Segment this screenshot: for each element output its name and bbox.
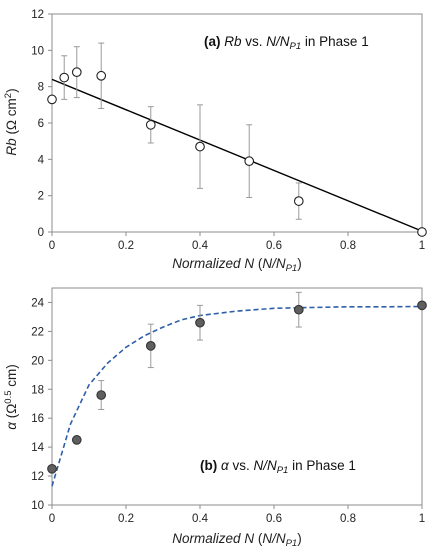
panel-a-annotation: (a) Rb vs. N/NP1 in Phase 1 bbox=[204, 34, 369, 52]
panel-b-x-axis-label: Normalized N (N/NP1) bbox=[172, 531, 301, 549]
panel-b-y-tick-label: 18 bbox=[31, 384, 44, 396]
panel-a-y-tick-label: 0 bbox=[38, 227, 44, 239]
panel-b-annotation: (b) α vs. N/NP1 in Phase 1 bbox=[200, 458, 356, 476]
panel-b-x-tick-label: 0.4 bbox=[192, 513, 209, 525]
panel-b-x-tick-label: 1 bbox=[419, 513, 425, 525]
panel-b-data-point bbox=[417, 300, 427, 311]
panel-a-fit-line bbox=[51, 78, 423, 232]
panel-a-data-point bbox=[244, 156, 255, 166]
panel-a-data-point bbox=[71, 67, 82, 77]
panel-a-x-tick-label: 1 bbox=[419, 240, 425, 252]
panel-a-data-point bbox=[145, 119, 156, 130]
panel-a-data-point bbox=[47, 94, 57, 105]
panel-a-y-tick-label: 10 bbox=[31, 45, 44, 57]
panel-b-x-tick-label: 0.8 bbox=[340, 513, 356, 525]
panel-b-plot-frame bbox=[51, 287, 423, 506]
panel-a-x-tick-label: 0.8 bbox=[340, 240, 356, 252]
panel-a: 0 2 4 6 8 10 12 0 0.2 0.4 0.6 0.8 1 (a) Rb vs. N/NP… bbox=[3, 9, 427, 274]
panel-b-y-tick-label: 12 bbox=[31, 471, 44, 483]
panel-a-x-axis-label: Normalized N (N/NP1) bbox=[172, 256, 301, 274]
panel-b-data-point bbox=[47, 463, 57, 474]
panel-b-y-tick-label: 14 bbox=[31, 442, 44, 454]
panel-b-data-point bbox=[145, 341, 156, 351]
panel-a-y-tick-label: 2 bbox=[38, 191, 44, 203]
panel-b-data-point bbox=[293, 304, 304, 315]
panel-b-x-tick-label: 0.2 bbox=[118, 513, 134, 525]
panel-b-x-tick-label: 0 bbox=[49, 513, 55, 525]
panel-a-y-tick-label: 12 bbox=[31, 9, 44, 21]
panel-b-data-point bbox=[71, 435, 82, 445]
panel-b: 10 12 14 16 18 20 22 24 0 0.2 0.4 0.6 0.8 1 (b) α vs… bbox=[3, 287, 427, 549]
panel-a-x-tick-label: 0.4 bbox=[192, 240, 209, 252]
panel-b-y-tick-label: 20 bbox=[31, 355, 44, 367]
panel-a-data-point bbox=[293, 196, 304, 206]
panel-a-y-tick-label: 4 bbox=[38, 154, 45, 166]
panel-b-y-axis-label: α (Ω0.5 cm) bbox=[3, 364, 19, 430]
panel-b-fit-line bbox=[51, 305, 423, 487]
panel-b-data-point bbox=[96, 390, 107, 400]
panel-a-x-tick-label: 0 bbox=[49, 240, 55, 252]
panel-a-data-point bbox=[195, 141, 205, 152]
panel-a-x-tick-label: 0.2 bbox=[118, 240, 134, 252]
panel-a-y-tick-label: 6 bbox=[38, 118, 44, 130]
panel-a-data-point bbox=[59, 72, 70, 83]
panel-b-data-point bbox=[195, 317, 205, 328]
panel-b-x-tick-label: 0.6 bbox=[266, 513, 282, 525]
panel-a-x-tick-label: 0.6 bbox=[266, 240, 282, 252]
panel-b-y-tick-label: 22 bbox=[31, 326, 44, 338]
panel-a-y-tick-label: 8 bbox=[38, 82, 44, 94]
panel-a-data-point bbox=[96, 70, 107, 81]
panel-b-y-tick-label: 16 bbox=[31, 413, 44, 425]
panel-b-y-tick-label: 10 bbox=[31, 500, 44, 512]
panel-a-y-axis-label: Rb (Ω cm2) bbox=[3, 88, 19, 155]
panel-a-data-point bbox=[417, 227, 427, 237]
panel-b-y-tick-label: 24 bbox=[31, 297, 44, 309]
